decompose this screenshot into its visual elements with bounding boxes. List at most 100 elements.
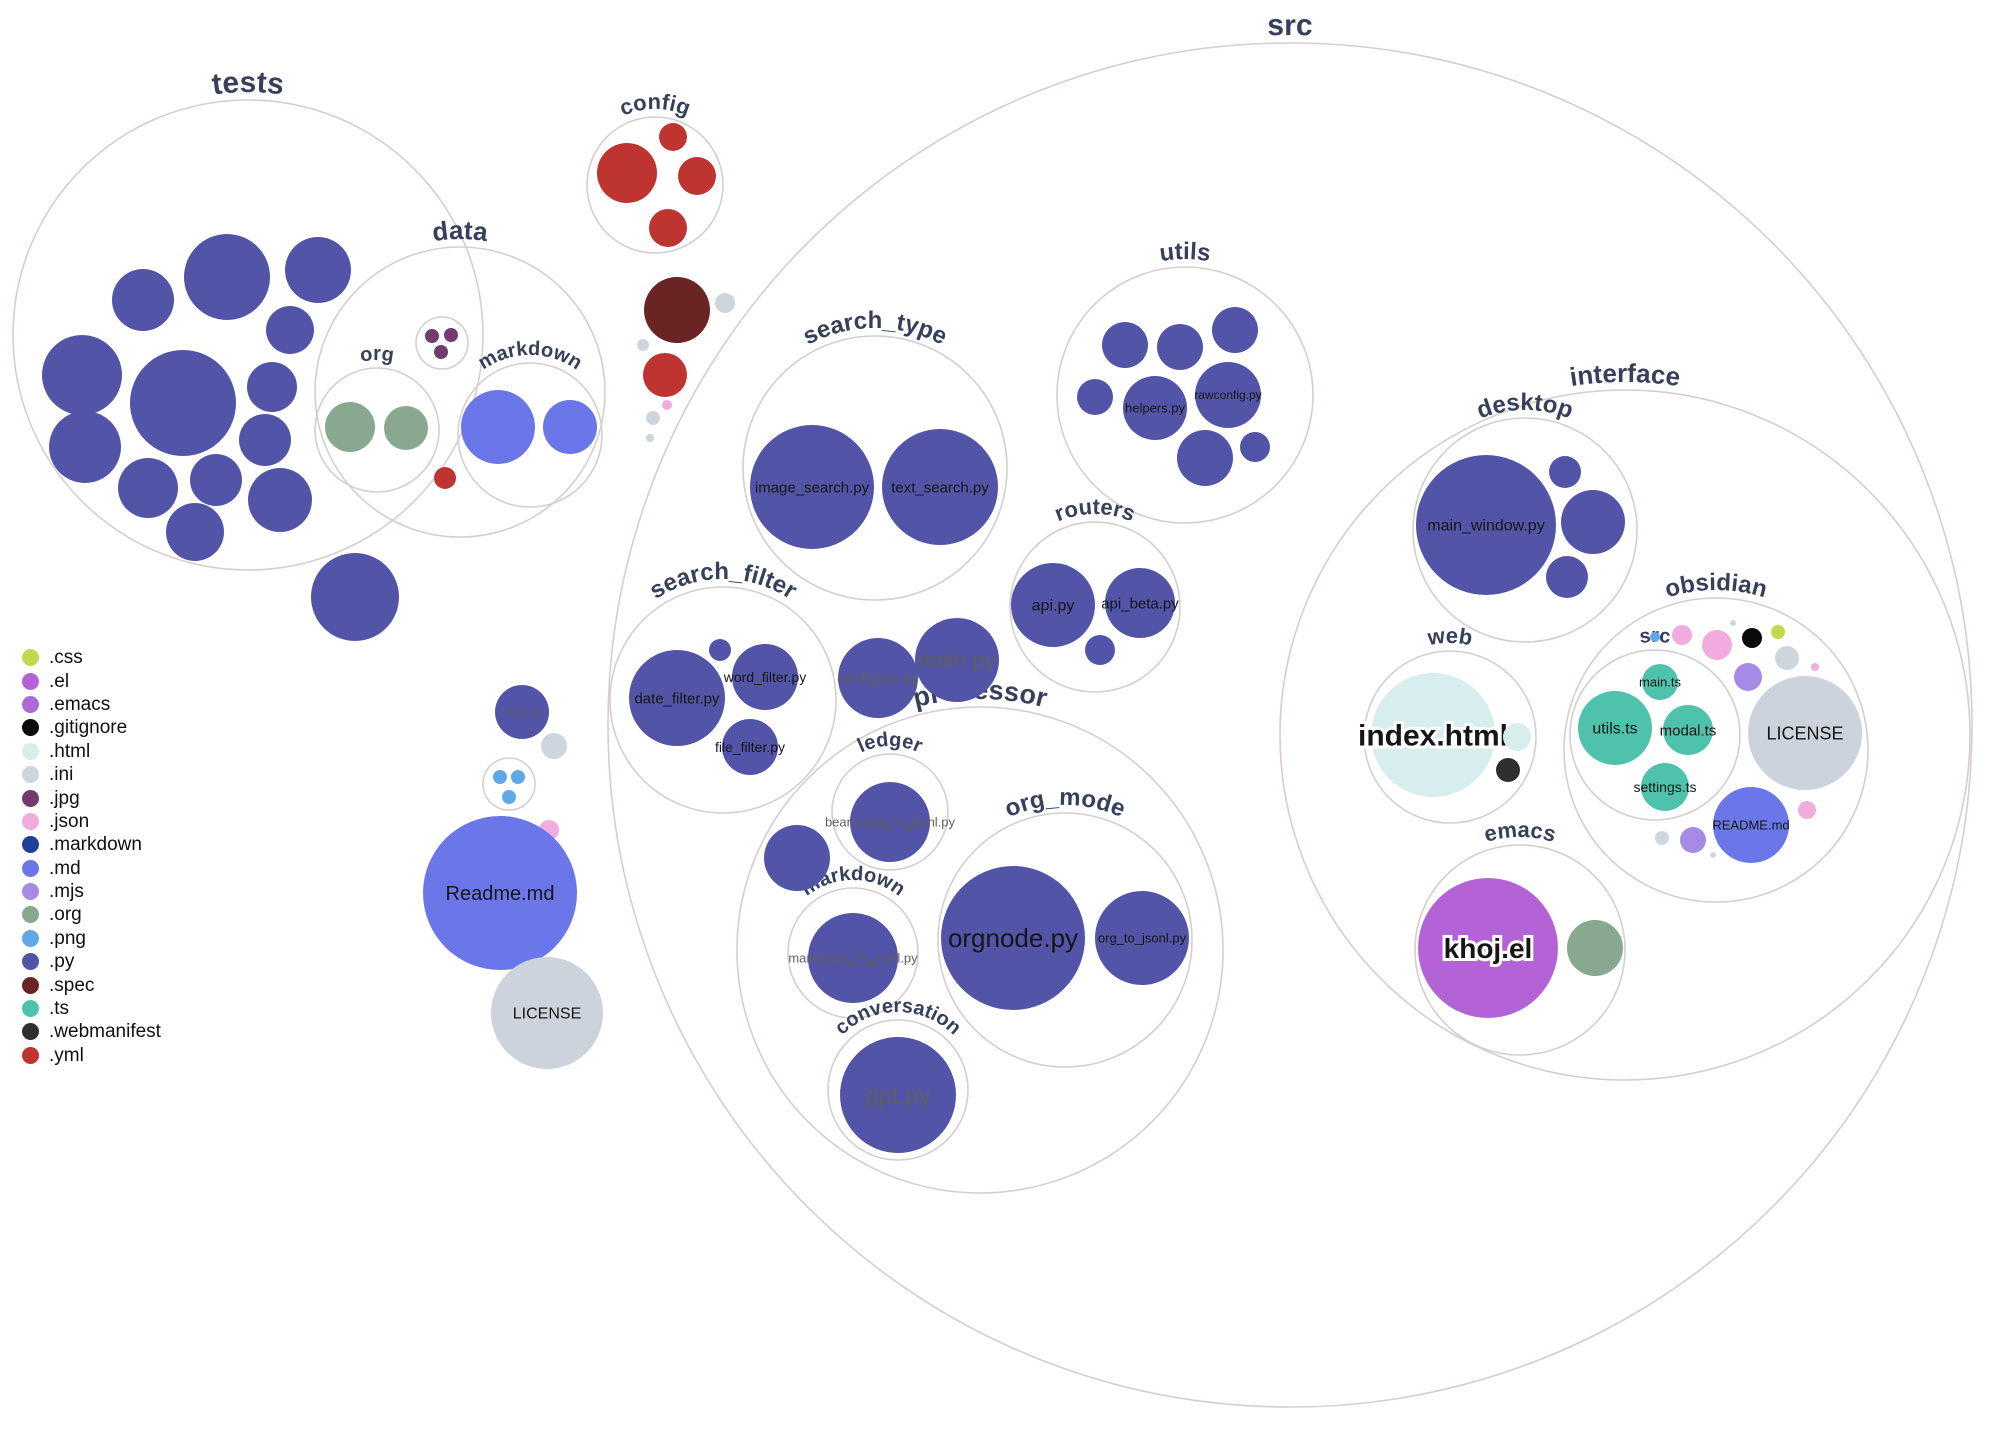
data-jpg-1-circle bbox=[425, 329, 439, 343]
obsidian-ini-3-circle bbox=[1655, 831, 1669, 845]
legend-label-markdown: .markdown bbox=[49, 834, 142, 856]
desktop-py-1-circle bbox=[1549, 456, 1581, 488]
tests-py-1-circle bbox=[112, 269, 174, 331]
utils-py-5-circle bbox=[1177, 430, 1233, 486]
legend-label-jpg: .jpg bbox=[49, 787, 80, 809]
file-khoj-el-circle bbox=[1418, 878, 1558, 1018]
legend-item-yml: .yml bbox=[22, 1044, 161, 1067]
obsidian-json-3-circle bbox=[1811, 663, 1819, 671]
tests-py-8-circle bbox=[239, 414, 291, 466]
file-settings-ts-label: settings.ts bbox=[1633, 779, 1696, 795]
obsidian-png-1-circle bbox=[1650, 632, 1660, 642]
dir-emacs-label: emacs bbox=[1481, 817, 1558, 847]
legend-swatch-png bbox=[22, 929, 39, 947]
utils-py-3-circle bbox=[1212, 307, 1258, 353]
dir-markdown-processor-circle bbox=[787, 887, 919, 1019]
file-orgnode-py-label: orgnode.py bbox=[948, 923, 1078, 953]
dir-ledger-circle bbox=[831, 753, 949, 871]
dir-interface-circle bbox=[1279, 389, 1971, 1081]
file-markdown-to-jsonl-py-label: markdown_to_jsonl.py bbox=[788, 951, 918, 966]
file-api-beta-py-label: api_beta.py bbox=[1101, 595, 1179, 612]
legend-item-jpg: .jpg bbox=[22, 786, 161, 809]
obsidian-ini-2-circle bbox=[1775, 646, 1799, 670]
root-py-1-circle bbox=[311, 553, 399, 641]
data-org-2-circle bbox=[384, 406, 428, 450]
file-readme-md-circle bbox=[423, 816, 577, 970]
file-main-py-label: main.py bbox=[918, 648, 995, 673]
legend-swatch-markdown bbox=[22, 836, 39, 854]
legend-label-py: .py bbox=[49, 951, 75, 973]
legend-swatch-ts bbox=[22, 1000, 39, 1018]
legend-label-png: .png bbox=[49, 927, 86, 949]
legend-label-ini: .ini bbox=[49, 764, 74, 786]
file-word-filter-py-label: word_filter.py bbox=[723, 669, 806, 685]
dir-search-filter-circle bbox=[609, 586, 837, 814]
legend-swatch-webmanifest bbox=[22, 1023, 39, 1041]
root-png-3-circle bbox=[502, 790, 516, 804]
file-settings-ts-circle bbox=[1641, 763, 1689, 811]
file-main-ts-circle bbox=[1642, 664, 1678, 700]
file-image-search-py-label: image_search.py bbox=[755, 479, 870, 496]
obsidian-gitignore-1-circle bbox=[1742, 628, 1762, 648]
data-md-1-circle bbox=[461, 390, 535, 464]
file-setup-py-circle bbox=[495, 685, 549, 739]
file-license-root-circle bbox=[491, 957, 603, 1069]
file-readme-md-obsidian-label: README.md bbox=[1712, 818, 1789, 833]
legend-swatch-jpg bbox=[22, 789, 39, 807]
emacs-org-1-circle bbox=[1567, 920, 1623, 976]
file-readme-md-label: Readme.md bbox=[446, 883, 555, 905]
tests-py-11-circle bbox=[190, 454, 242, 506]
dir-emacs-circle bbox=[1414, 844, 1626, 1056]
legend-swatch-ini bbox=[22, 766, 39, 784]
file-org-to-jsonl-py-label: org_to_jsonl.py bbox=[1098, 931, 1187, 946]
dir-src-circle bbox=[607, 42, 1973, 1408]
utils-py-6-circle bbox=[1240, 432, 1270, 462]
file-helpers-py-circle bbox=[1123, 376, 1187, 440]
legend-item-html: .html bbox=[22, 740, 161, 763]
utils-py-4-circle bbox=[1077, 379, 1113, 415]
obsidian-json-2-circle bbox=[1702, 630, 1732, 660]
dir-conversation-circle bbox=[827, 1019, 969, 1161]
legend-item-org: .org bbox=[22, 903, 161, 926]
tests-py-10-circle bbox=[118, 458, 178, 518]
dir-interface-label: interface bbox=[1568, 358, 1682, 392]
tests-py-2-circle bbox=[184, 234, 270, 320]
file-main-py-circle bbox=[915, 618, 999, 702]
file-date-filter-py-circle bbox=[629, 650, 725, 746]
legend-item-md: .md bbox=[22, 857, 161, 880]
dir-markdown-data-circle bbox=[457, 362, 603, 508]
dir-search-filter-label: search_filter bbox=[645, 558, 802, 605]
dir-ledger-label: ledger bbox=[854, 729, 926, 758]
file-gpt-py-circle bbox=[840, 1037, 956, 1153]
legend-item-css: .css bbox=[22, 646, 161, 669]
legend-swatch-md bbox=[22, 859, 39, 877]
dir-src-label: src bbox=[1267, 9, 1313, 42]
tests-py-6-circle bbox=[130, 350, 236, 456]
file-configure-py-label: configure.py bbox=[837, 670, 919, 687]
dir-org-circle bbox=[314, 367, 440, 493]
legend-label-ts: .ts bbox=[49, 998, 70, 1020]
utils-py-1-circle bbox=[1102, 322, 1148, 368]
legend-label-json: .json bbox=[49, 810, 90, 832]
legend-swatch-json bbox=[22, 812, 39, 830]
file-main-window-py-circle bbox=[1416, 455, 1556, 595]
legend-label-el: .el bbox=[49, 670, 70, 692]
legend-swatch-emacs bbox=[22, 695, 39, 713]
tests-py-4-circle bbox=[266, 306, 314, 354]
file-helpers-py-label: helpers.py bbox=[1125, 401, 1185, 416]
legend-label-gitignore: .gitignore bbox=[49, 717, 128, 739]
legend-swatch-el bbox=[22, 672, 39, 690]
dir-utils-label: utils bbox=[1158, 238, 1213, 267]
obsidian-json-4-circle bbox=[1798, 801, 1816, 819]
legend-swatch-mjs bbox=[22, 883, 39, 901]
file-license-obsidian-label: LICENSE bbox=[1766, 723, 1843, 743]
root-ini-1-circle bbox=[541, 733, 567, 759]
file-api-py-label: api.py bbox=[1032, 598, 1075, 615]
dir-web-label: web bbox=[1425, 623, 1474, 650]
file-api-beta-py-circle bbox=[1105, 568, 1175, 638]
data-yml-1-circle bbox=[434, 467, 456, 489]
file-api-py-circle bbox=[1011, 563, 1095, 647]
legend-label-html: .html bbox=[49, 740, 91, 762]
legend-item-mjs: .mjs bbox=[22, 880, 161, 903]
legend-label-css: .css bbox=[49, 647, 83, 669]
